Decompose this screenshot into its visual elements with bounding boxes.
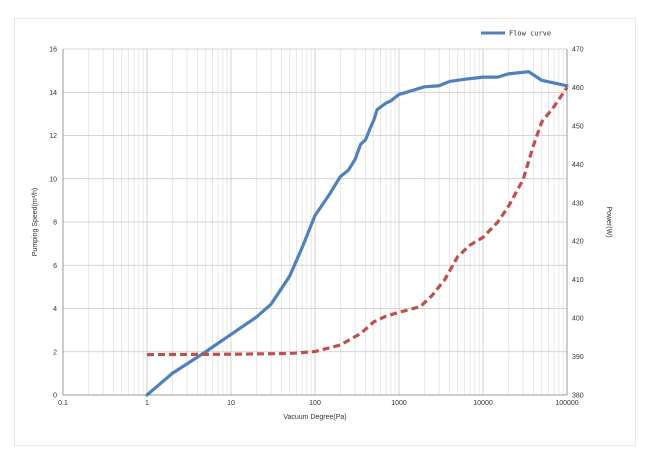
series-lines [145,70,569,397]
y-right-tick-label: 440 [572,162,584,169]
y-right-tick-label: 430 [572,200,584,207]
x-tick-label: 1 [145,400,149,407]
x-tick-label: 10000 [473,400,493,407]
grid [62,48,568,396]
x-tick-label: 0.1 [58,400,68,407]
y-right-tick-label: 450 [572,123,584,130]
y-right-tick-label: 400 [572,316,584,323]
x-tick-label: 10 [227,400,235,407]
y-axis-left-title: Pumping Speed(m³/h) [32,188,39,256]
chart-frame: 0.1 1 10 100 1000 10000 100000 0 2 4 6 8 10 12 14 16 380… [14,18,636,446]
x-tick-label: 100 [309,400,321,407]
y-left-tick-label: 6 [53,263,57,270]
x-tick-label: 100000 [555,400,578,407]
y-left-tick-label: 2 [53,349,57,356]
y-right-tick-label: 390 [572,354,584,361]
y-right-tick-label: 460 [572,85,584,92]
legend: Flow curve [481,30,551,38]
x-axis-title: Vacuum Degree(Pa) [283,414,346,421]
y-left-tick-label: 10 [49,176,57,183]
y-right-tick-label: 410 [572,277,584,284]
y-left-tick-label: 12 [49,133,57,140]
dual-axis-line-chart: 0.1 1 10 100 1000 10000 100000 0 2 4 6 8 10 12 14 16 380… [32,30,612,422]
tick-labels: 0.1 1 10 100 1000 10000 100000 0 2 4 6 8 10 12 14 16 380… [49,47,584,408]
y-right-tick-label: 470 [572,47,584,54]
x-tick-label: 1000 [391,400,407,407]
y-left-tick-label: 0 [53,393,57,400]
y-left-tick-label: 16 [49,47,57,54]
y-left-tick-label: 8 [53,220,57,227]
y-right-tick-label: 420 [572,239,584,246]
power-curve-line [146,86,569,357]
flow-curve-line [145,70,569,397]
y-left-tick-label: 4 [53,306,57,313]
y-left-tick-label: 14 [49,90,57,97]
y-right-tick-label: 380 [572,393,584,400]
legend-label-flow-curve: Flow curve [509,30,551,38]
y-axis-right-title: Power(W) [605,206,612,237]
